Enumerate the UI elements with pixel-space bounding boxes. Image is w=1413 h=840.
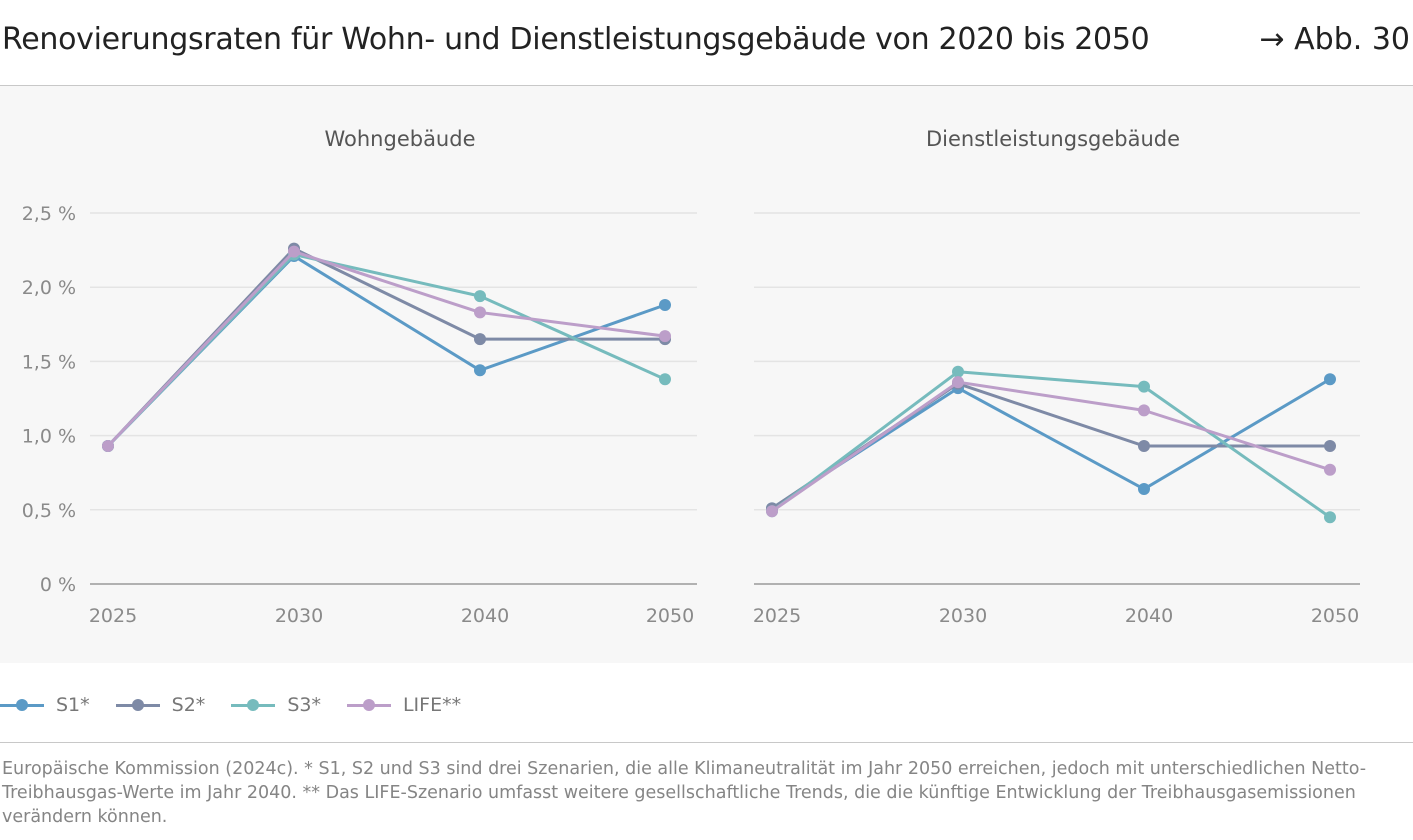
chart-area-background (0, 86, 1413, 663)
data-point-life (952, 376, 964, 389)
y-tick-label: 1,5 % (22, 351, 76, 373)
series-line-s1 (106, 254, 666, 448)
legend-label: S3* (287, 694, 321, 716)
data-point-life (1138, 404, 1150, 417)
figure-reference[interactable]: → Abb. 30 (1259, 22, 1410, 57)
data-point-s3 (1324, 511, 1336, 524)
legend-marker-icon (0, 698, 44, 712)
chart-panel-1: Wohngebäude 0 % 0,5 % 1,0 % 1,5 % 2,0 % 2,5 % 2… (22, 127, 697, 627)
data-point-life (766, 505, 778, 518)
data-point-life (102, 439, 114, 452)
y-tick-label: 1,0 % (22, 426, 76, 448)
x-tick-label: 2050 (1311, 605, 1359, 627)
data-point-s2 (474, 333, 486, 346)
data-point-s1 (1138, 483, 1150, 496)
header: Renovierungsraten für Wohn- und Dienstle… (0, 0, 1413, 86)
charts-svg: Wohngebäude 0 % 0,5 % 1,0 % 1,5 % 2,0 % 2,5 % 2… (22, 127, 1360, 627)
y-tick-label: 0,5 % (22, 500, 76, 522)
data-point-s3 (1138, 380, 1150, 393)
legend-item-s2: S2* (115, 694, 206, 716)
data-point-life (474, 306, 486, 319)
series-life (766, 376, 1336, 518)
chart-title: Wohngebäude (324, 127, 475, 151)
legend-marker-icon (115, 698, 160, 712)
x-tick-label: 2025 (753, 605, 801, 627)
data-point-s1 (474, 364, 486, 377)
legend-label: S2* (171, 694, 206, 716)
legend-item-s1: S1* (0, 694, 90, 716)
x-tick-label: 2025 (89, 605, 137, 627)
series-line-s3 (771, 370, 1331, 519)
chart-panel-2: Dienstleistungsgebäude 2025 2030 2040 2050 (753, 127, 1360, 627)
series-line-s2 (771, 382, 1330, 510)
y-tick-label: 2,5 % (22, 203, 76, 225)
x-tick-label: 2040 (461, 605, 509, 627)
series-line-life (106, 250, 666, 448)
series-line-s2 (106, 247, 665, 448)
data-point-life (288, 245, 300, 258)
legend-label: LIFE** (402, 694, 462, 716)
data-point-s2 (1138, 439, 1150, 452)
series-s3 (102, 248, 671, 452)
data-point-s3 (952, 365, 964, 378)
x-tick-label: 2040 (1125, 605, 1173, 627)
y-tick-label: 2,0 % (22, 277, 76, 299)
data-point-s1 (659, 299, 671, 312)
legend-item-s3: S3* (231, 694, 321, 716)
legend-item-life: LIFE** (346, 694, 462, 716)
footnote: Europäische Kommission (2024c). * S1, S2… (2, 759, 1367, 827)
data-point-s3 (659, 373, 671, 386)
legend-marker-icon (231, 698, 276, 712)
x-tick-label: 2030 (939, 605, 987, 627)
data-point-s2 (1324, 439, 1336, 452)
x-tick-label: 2030 (275, 605, 323, 627)
series-line-life (771, 380, 1331, 513)
series-life (102, 245, 671, 452)
data-point-life (1324, 463, 1336, 476)
chart-title: Dienstleistungsgebäude (926, 127, 1180, 151)
figure-title: Renovierungsraten für Wohn- und Dienstle… (2, 22, 1150, 57)
series-s2 (766, 377, 1336, 515)
legend-label: S1* (56, 694, 90, 716)
data-point-s3 (474, 290, 486, 303)
legend-marker-icon (346, 698, 391, 712)
footnote-divider (0, 742, 1413, 743)
x-tick-label: 2050 (646, 605, 694, 627)
data-point-s1 (1324, 373, 1336, 386)
legend: S1* S2* S3* LIFE** (0, 690, 461, 720)
series-s3 (766, 365, 1336, 524)
data-point-life (659, 330, 671, 343)
y-tick-label: 0 % (40, 574, 76, 596)
